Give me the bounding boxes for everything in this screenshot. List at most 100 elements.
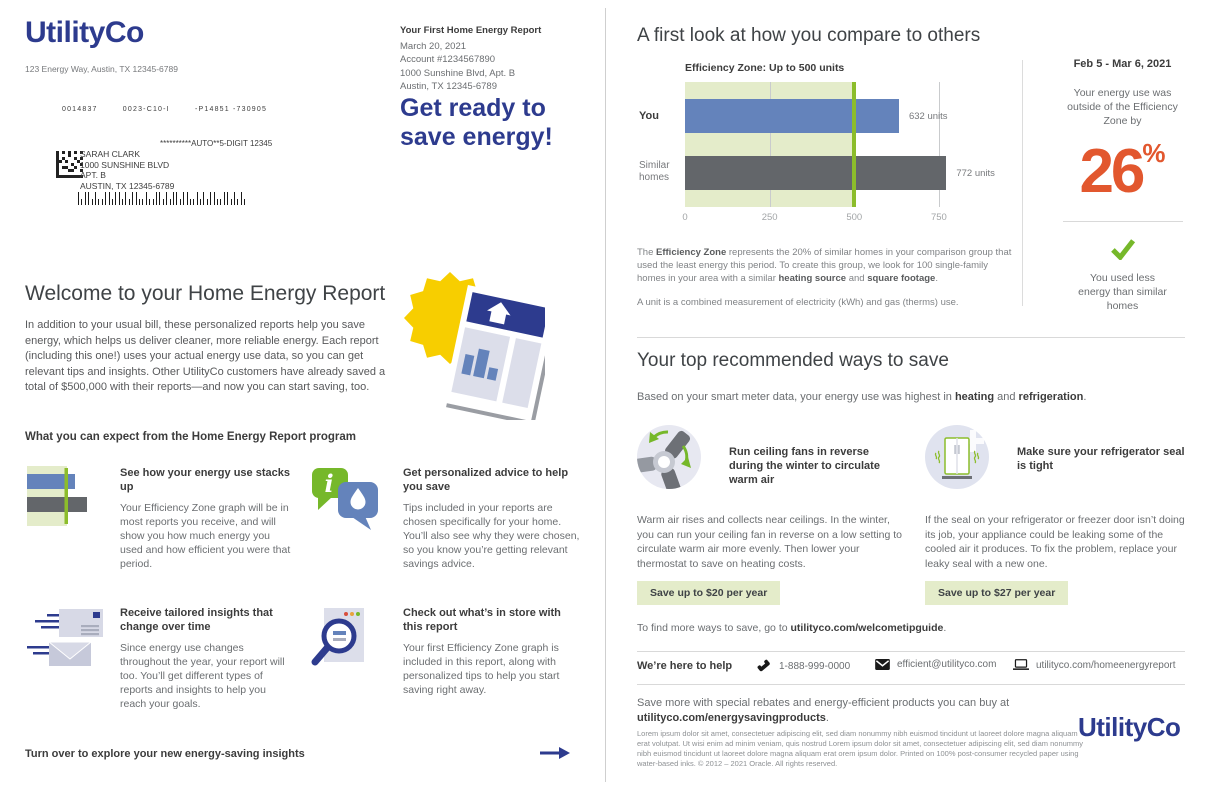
- help-web-url: utilityco.com/homeenergyreport: [1036, 659, 1176, 671]
- barcode-bar: [84, 192, 86, 205]
- feature-title: Get personalized advice to help you save: [403, 467, 569, 493]
- help-divider-top: [637, 651, 1185, 652]
- recipient-city: AUSTIN, TX 12345-6789: [80, 180, 175, 191]
- ways-section-title: Your top recommended ways to save: [637, 350, 949, 371]
- recipient-address: SARAH CLARK 1000 SUNSHINE BLVD APT. B AU…: [80, 149, 174, 191]
- barcode-bar: [193, 199, 195, 205]
- barcode-bar: [145, 192, 147, 205]
- barcode-bar: [237, 199, 239, 205]
- chart-row-label-similar-homes: Similar homes: [639, 160, 670, 183]
- feature-body: Tips included in your reports are chosen…: [403, 502, 580, 570]
- fine-print: Lorem ipsum dolor sit amet, consectetuer…: [637, 729, 1084, 768]
- sidebar-hr: [1062, 221, 1183, 222]
- barcode-bar: [78, 192, 79, 205]
- feature-personalized-advice: i Get personalized advice to help you sa…: [308, 466, 580, 571]
- barcode-bar: [81, 199, 83, 205]
- barcode-bar: [101, 199, 103, 205]
- mail-processing-codes: 0014837 0023-C10-I -P14851 -730905: [62, 106, 268, 113]
- barcode-bar: [230, 199, 232, 205]
- help-phone: 1-888-999-0000: [757, 659, 850, 674]
- laptop-icon: [1013, 659, 1029, 670]
- axis-tick-label: 250: [761, 212, 778, 223]
- outside-zone-percent: 26%: [1040, 136, 1205, 207]
- feature-title: Receive tailored insights that change ov…: [120, 607, 273, 633]
- gridline: [938, 82, 940, 207]
- barcode-bar: [172, 192, 174, 205]
- barcode-bar: [159, 192, 161, 205]
- service-address-line1: 1000 Sunshine Blvd, Apt. B: [400, 67, 516, 79]
- bar-similar-homes: [685, 156, 947, 190]
- barcode-bar: [200, 199, 202, 205]
- sidebar-context: Your energy use was outside of the Effic…: [1067, 87, 1178, 127]
- efficiency-zone-chart: Efficiency Zone: Up to 500 units You Sim…: [637, 58, 1017, 230]
- barcode-bar: [189, 199, 191, 205]
- welcome-title: Welcome to your Home Energy Report: [25, 282, 386, 305]
- help-email-address: efficient@utilityco.com: [897, 659, 997, 670]
- barcode-bar: [122, 199, 124, 205]
- percent-sign: %: [1142, 138, 1166, 168]
- utilityco-logo: UtilityCo: [25, 16, 144, 49]
- feature-title: Check out what’s in store with this repo…: [403, 607, 561, 633]
- account-number: Account #1234567890: [400, 54, 496, 65]
- heating-term: heating: [954, 391, 995, 403]
- welcome-body: In addition to your usual bill, these pe…: [25, 319, 386, 393]
- service-address-line2: Austin, TX 12345-6789: [400, 81, 498, 92]
- gridline: [769, 82, 771, 207]
- barcode-bar: [111, 199, 113, 205]
- svg-text:i: i: [324, 469, 333, 498]
- unit-definition: A unit is a combined measurement of elec…: [637, 297, 959, 308]
- more-ways-note: To find more ways to save, go to utility…: [637, 622, 947, 634]
- section-divider: [637, 337, 1185, 338]
- help-label: We’re here to help: [637, 660, 733, 672]
- feature-title: See how your energy use stacks up: [120, 467, 290, 493]
- help-divider-bottom: [637, 684, 1185, 685]
- barcode-bar: [128, 199, 130, 205]
- tip-ceiling-fan: Run ceiling fans in reverse during the w…: [637, 425, 905, 610]
- tip-guide-url: utilityco.com/welcometipguide: [790, 622, 944, 634]
- bar-value-you: 632 units: [908, 111, 948, 122]
- chart-row-label-you: You: [639, 110, 659, 122]
- refrigerator-icon: [925, 425, 989, 489]
- barcode-bar: [240, 192, 242, 205]
- tip-body: Warm air rises and collects near ceiling…: [637, 514, 902, 570]
- barcode-bar: [203, 192, 205, 205]
- help-email: efficient@utilityco.com: [875, 659, 996, 670]
- phone-icon: [757, 659, 770, 672]
- barcode-bar: [179, 199, 181, 205]
- barcode-bar: [108, 192, 110, 205]
- barcode-bar: [210, 192, 212, 205]
- bar-value-similar-homes: 772 units: [956, 168, 995, 179]
- recipient-apt: APT. B: [80, 170, 106, 180]
- result-note: You used less energy than similar homes: [1078, 272, 1167, 312]
- barcode-bar: [206, 199, 208, 205]
- barcode-bar: [118, 192, 120, 205]
- compare-section-title: A first look at how you compare to other…: [637, 25, 981, 46]
- report-meta-title: Your First Home Energy Report: [400, 25, 542, 36]
- savings-badge: Save up to $27 per year: [925, 581, 1069, 605]
- barcode-bar: [115, 192, 117, 205]
- sidebar-divider: [1022, 60, 1023, 306]
- feature-whats-in-store: Check out what’s in store with this repo…: [308, 606, 580, 697]
- axis-tick-label: 0: [682, 212, 688, 223]
- report-meta-block: Your First Home Energy Report March 20, …: [400, 24, 610, 94]
- bar-you: [685, 99, 899, 133]
- products-url: utilityco.com/energysavingproducts: [637, 712, 826, 724]
- refrigeration-term: refrigeration: [1018, 391, 1084, 403]
- headline: Get ready to save energy!: [400, 94, 553, 151]
- flame-icon: [350, 488, 366, 510]
- barcode-bar: [142, 199, 144, 205]
- barcode-bar: [227, 192, 229, 205]
- mail-route-line: **********AUTO**5-DIGIT 12345: [160, 139, 273, 148]
- ceiling-fan-icon: [637, 425, 701, 489]
- percent-value: 26: [1079, 137, 1145, 206]
- tip-refrigerator-seal: Make sure your refrigerator seal is tigh…: [925, 425, 1187, 610]
- feature-tailored-insights: Receive tailored insights that change ov…: [25, 606, 295, 711]
- barcode-bar: [244, 199, 246, 205]
- barcode-bar: [176, 192, 178, 205]
- date-range: Feb 5 - Mar 6, 2021: [1073, 58, 1172, 70]
- barcode-bar: [196, 192, 198, 205]
- barcode-bar: [166, 192, 168, 205]
- sender-address: 123 Energy Way, Austin, TX 12345-6789: [25, 64, 178, 74]
- recipient-name: SARAH CLARK: [80, 149, 140, 159]
- tip-title: Run ceiling fans in reverse during the w…: [729, 446, 880, 486]
